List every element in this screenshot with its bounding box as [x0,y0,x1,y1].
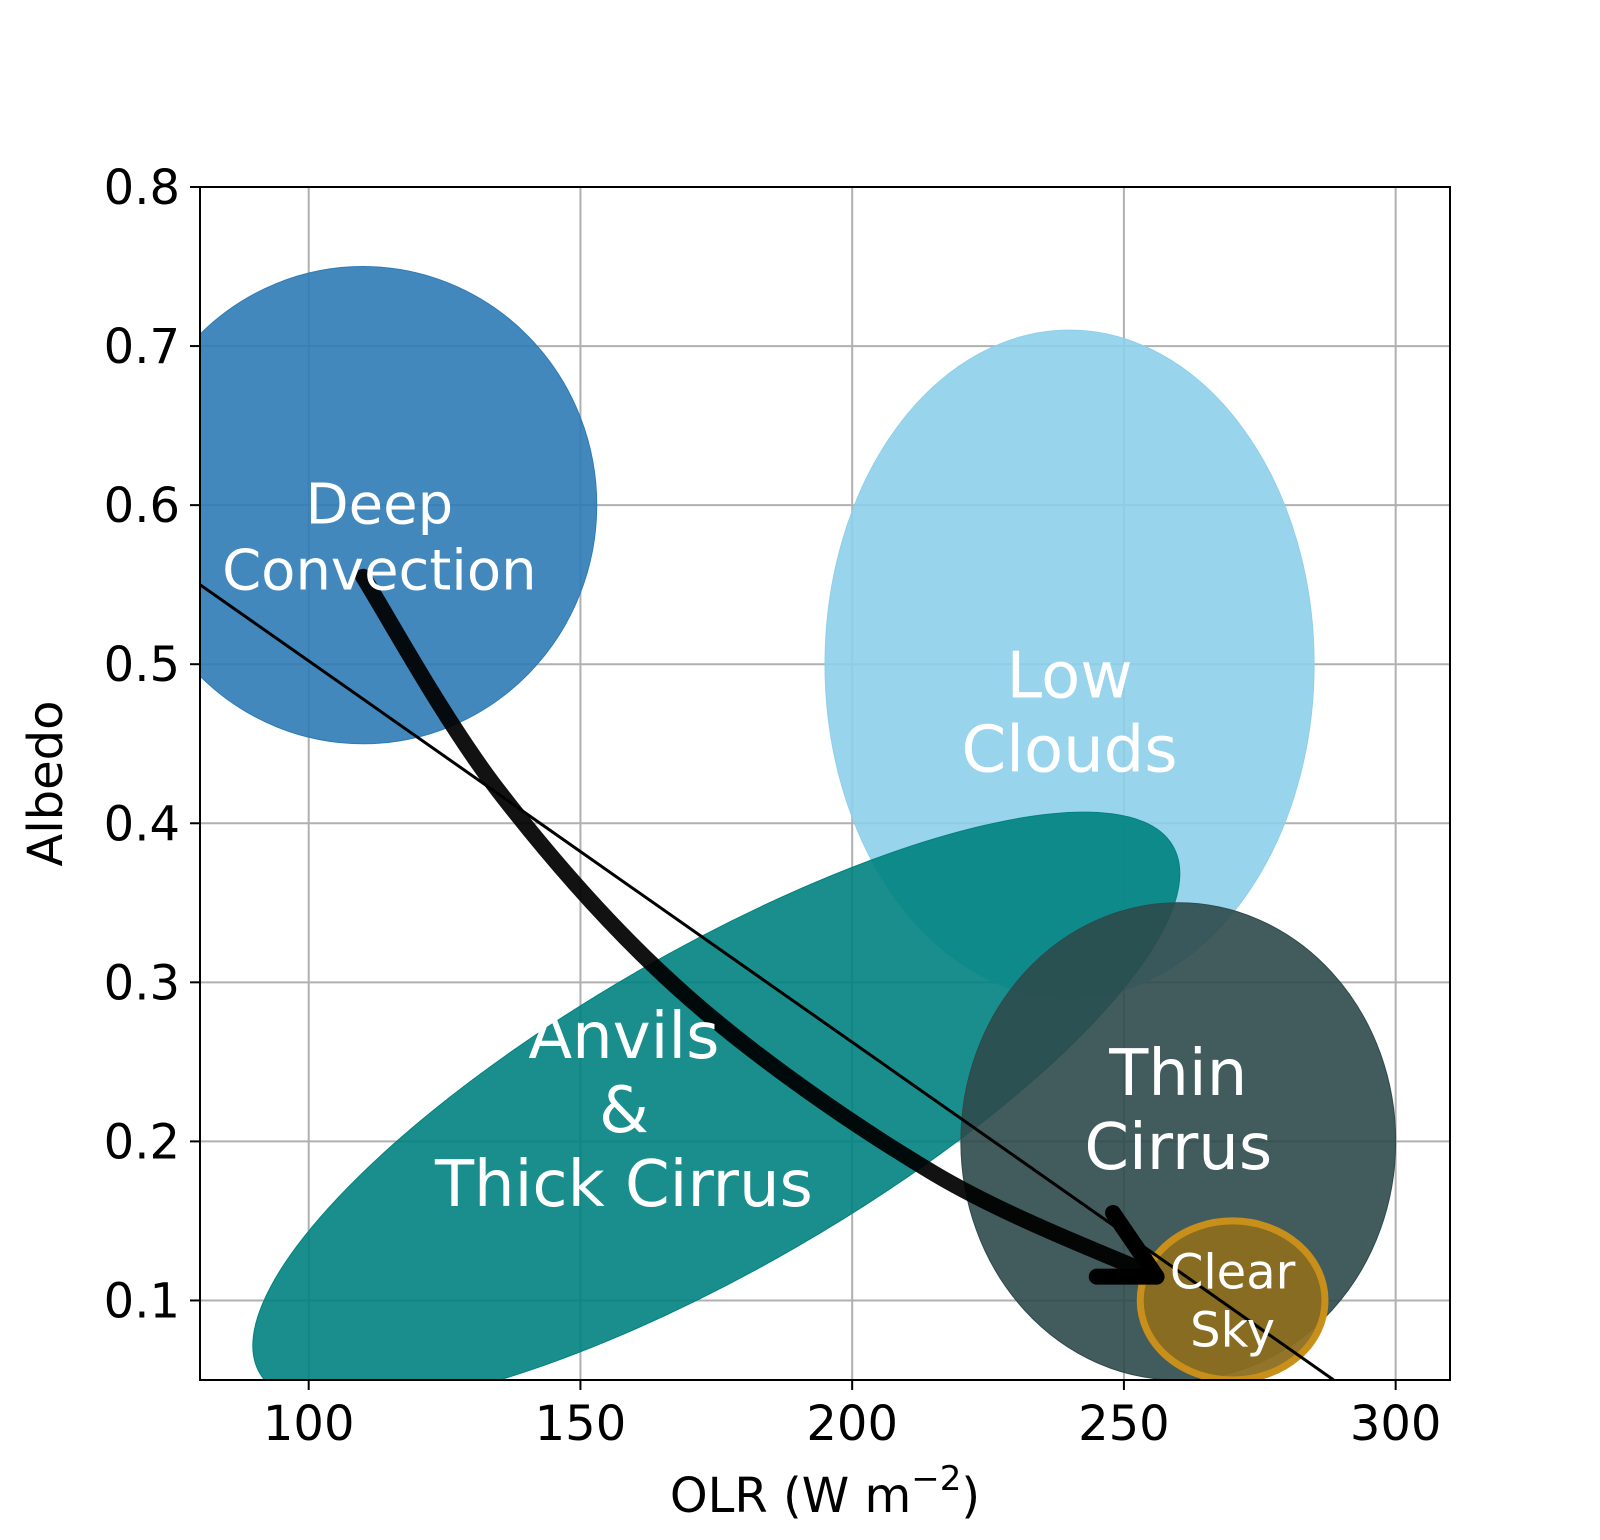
axis-ticks: 100 150 200 250 300 0.1 0.2 0.3 0.4 0.5 0.6 0.7 0.8 [104,160,1442,1452]
label-anvils-thick-cirrus-line-1: Anvils [528,1000,719,1074]
x-axis-title-superscript: −2 [911,1459,961,1499]
x-tick-label-100: 100 [263,1396,355,1452]
x-axis-title-main: OLR (W m [670,1468,911,1524]
x-axis-title-end: ) [961,1468,980,1524]
x-tick-label-250: 250 [1078,1396,1170,1452]
region-deep-convection [200,266,598,745]
cloud-regions [200,266,1397,1380]
y-tick-label-0.5: 0.5 [104,637,180,693]
label-anvils-thick-cirrus-line-3: Thick Cirrus [434,1148,813,1222]
transition-arrow-shaft [355,568,1165,1285]
label-clear-sky-line-1: Clear [1170,1244,1296,1300]
label-thin-cirrus: Thin Cirrus [1084,1037,1272,1185]
x-tick-label-200: 200 [806,1396,898,1452]
label-low-clouds-line-2: Clouds [961,713,1177,787]
plot-frame [199,186,1451,1381]
y-tick-label-0.7: 0.7 [104,319,180,375]
label-deep-convection-line-1: Deep [306,473,454,538]
label-deep-convection-line-2: Convection [222,539,537,604]
y-axis-title: Albedo [18,700,74,866]
label-clear-sky-line-2: Sky [1190,1302,1275,1358]
x-axis-title: OLR (W m−2) [670,1459,980,1524]
y-tick-label-0.6: 0.6 [104,478,180,534]
x-tick-label-150: 150 [535,1396,627,1452]
label-deep-convection: Deep Convection [222,473,537,604]
y-tick-label-0.1: 0.1 [104,1273,180,1329]
region-labels: Deep Convection Low Clouds Anvils & Thick Cirr… [222,473,1296,1359]
label-low-clouds-line-1: Low [1007,639,1133,713]
label-anvils-thick-cirrus-line-2: & [599,1074,649,1148]
y-tick-label-0.2: 0.2 [104,1114,180,1170]
label-thin-cirrus-line-2: Cirrus [1084,1111,1272,1185]
y-tick-label-0.3: 0.3 [104,955,180,1011]
transition-arrow-group [355,568,1165,1285]
region-anvils-thick-cirrus [252,811,1181,1380]
label-clear-sky: Clear Sky [1170,1244,1296,1358]
label-low-clouds: Low Clouds [961,639,1177,787]
y-tick-label-0.8: 0.8 [104,160,180,216]
label-anvils-thick-cirrus: Anvils & Thick Cirrus [434,1000,813,1222]
transition-arrow-head [1088,1204,1165,1285]
label-thin-cirrus-line-1: Thin [1108,1037,1247,1111]
y-tick-label-0.4: 0.4 [104,796,180,852]
x-tick-label-300: 300 [1350,1396,1442,1452]
